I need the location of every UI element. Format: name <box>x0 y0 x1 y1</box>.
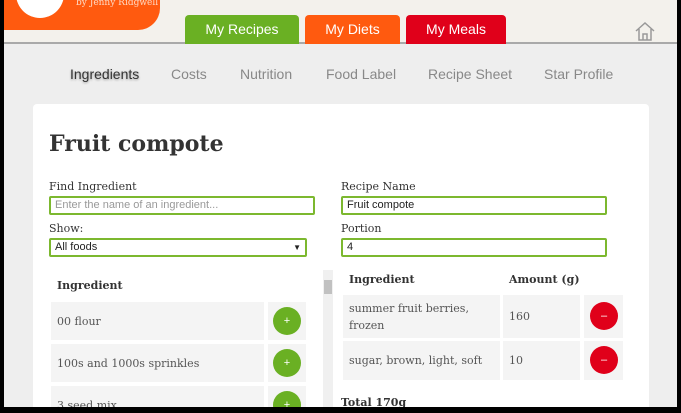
subnav-nutrition[interactable]: Nutrition <box>240 66 293 82</box>
logo[interactable]: by Jenny Ridgwell <box>4 0 160 30</box>
add-ingredient-button[interactable]: + <box>273 349 301 377</box>
portion-label: Portion <box>341 222 382 235</box>
recipe-name-input[interactable]: Fruit compote <box>341 196 607 215</box>
subnav-recipe-sheet[interactable]: Recipe Sheet <box>428 66 513 82</box>
remove-ingredient-button[interactable]: – <box>590 302 618 330</box>
show-label: Show: <box>49 222 84 235</box>
ingredient-column-header: Ingredient <box>57 279 123 292</box>
page-title: Fruit compote <box>49 131 224 157</box>
selected-ingredient-name: summer fruit berries, frozen <box>343 295 500 338</box>
show-value: All foods <box>55 241 98 253</box>
tab-my-recipes[interactable]: My Recipes <box>185 15 299 44</box>
ingredient-list-scrollbar[interactable] <box>323 270 333 407</box>
recipe-card: Fruit compote Find Ingredient Enter the … <box>33 104 649 407</box>
ingredient-row: 3 seed mix <box>51 386 264 407</box>
remove-ingredient-button[interactable]: – <box>590 346 618 374</box>
byline: by Jenny Ridgwell <box>76 0 159 8</box>
recipe-name-label: Recipe Name <box>341 180 416 193</box>
ingredient-row: 00 flour <box>51 302 264 340</box>
dropdown-arrow-icon: ▼ <box>293 243 301 252</box>
add-cell: + <box>268 302 306 340</box>
find-ingredient-label: Find Ingredient <box>49 180 137 193</box>
tab-my-meals[interactable]: My Meals <box>406 15 506 44</box>
subnav-star-profile[interactable]: Star Profile <box>544 66 614 82</box>
selected-ingredient-name: sugar, brown, light, soft <box>343 341 500 380</box>
add-cell: + <box>268 386 306 407</box>
remove-cell: – <box>584 341 623 380</box>
amount-header: Amount (g) <box>509 273 580 286</box>
home-icon[interactable] <box>634 20 656 42</box>
total-weight: Total 170g <box>341 396 407 407</box>
header: by Jenny Ridgwell My Recipes My Diets My… <box>4 0 677 44</box>
add-ingredient-button[interactable]: + <box>273 307 301 335</box>
subnav-ingredients[interactable]: Ingredients <box>70 66 140 82</box>
ingredient-row: 100s and 1000s sprinkles <box>51 344 264 382</box>
add-ingredient-button[interactable]: + <box>273 391 301 407</box>
subnav-food-label[interactable]: Food Label <box>326 66 397 82</box>
find-ingredient-input[interactable]: Enter the name of an ingredient... <box>49 196 315 215</box>
selected-ingredient-header: Ingredient <box>349 273 415 286</box>
selected-ingredient-amount[interactable]: 160 <box>503 295 580 338</box>
find-placeholder: Enter the name of an ingredient... <box>55 199 219 211</box>
selected-ingredient-amount[interactable]: 10 <box>503 341 580 380</box>
app: by Jenny Ridgwell My Recipes My Diets My… <box>4 0 677 407</box>
tab-my-diets[interactable]: My Diets <box>305 15 400 44</box>
add-cell: + <box>268 344 306 382</box>
show-select[interactable]: All foods ▼ <box>49 238 307 257</box>
remove-cell: – <box>584 295 623 338</box>
portion-input[interactable]: 4 <box>341 238 607 257</box>
subnav-costs[interactable]: Costs <box>171 66 207 82</box>
